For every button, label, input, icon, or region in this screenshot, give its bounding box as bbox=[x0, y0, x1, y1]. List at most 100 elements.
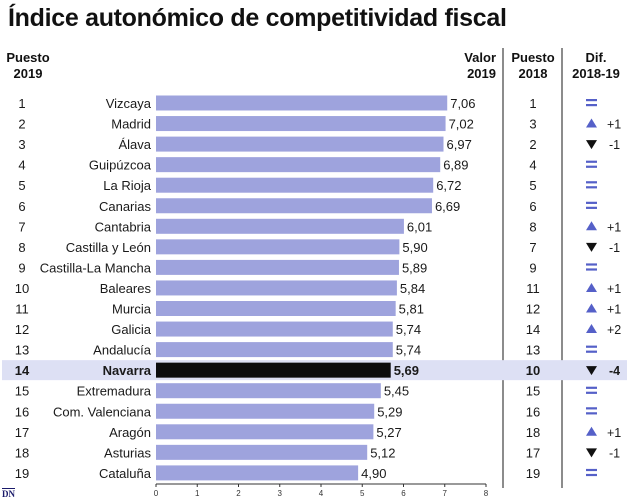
value-label: 7,02 bbox=[449, 117, 474, 132]
value-label: 5,29 bbox=[377, 404, 402, 419]
value-label: 5,90 bbox=[402, 240, 427, 255]
region-label: Canarias bbox=[99, 199, 152, 214]
region-label: Castilla-La Mancha bbox=[40, 260, 152, 275]
up-arrow-icon bbox=[586, 221, 597, 231]
value-label: 5,12 bbox=[370, 445, 395, 460]
region-label: Asturias bbox=[104, 445, 151, 460]
down-arrow-icon bbox=[586, 448, 597, 458]
header-puesto-2019: Puesto 2019 bbox=[4, 50, 52, 82]
rank-2018-label: 15 bbox=[526, 384, 540, 399]
rank-2019-label: 5 bbox=[18, 178, 25, 193]
equal-icon bbox=[586, 473, 597, 477]
equal-icon bbox=[586, 391, 597, 394]
region-label: Guipúzcoa bbox=[89, 158, 152, 173]
x-tick-label: 1 bbox=[195, 489, 200, 498]
value-label: 5,27 bbox=[376, 425, 401, 440]
up-arrow-icon bbox=[586, 324, 597, 334]
rank-2019-label: 18 bbox=[15, 445, 29, 460]
value-label: 6,97 bbox=[447, 137, 472, 152]
value-bar bbox=[156, 218, 404, 234]
region-label: Madrid bbox=[111, 117, 151, 132]
rank-2019-label: 7 bbox=[18, 219, 25, 234]
value-label: 6,01 bbox=[407, 219, 432, 234]
value-bar bbox=[156, 198, 432, 214]
rank-2019-label: 9 bbox=[18, 260, 25, 275]
rank-2018-label: 19 bbox=[526, 466, 540, 481]
value-label: 5,69 bbox=[394, 363, 419, 378]
rank-2019-label: 12 bbox=[15, 322, 29, 337]
equal-icon bbox=[586, 181, 597, 184]
up-arrow-icon bbox=[586, 303, 597, 313]
rank-2018-label: 12 bbox=[526, 302, 540, 317]
dif-label: +2 bbox=[607, 323, 621, 337]
down-arrow-icon bbox=[586, 242, 597, 252]
value-label: 6,89 bbox=[443, 158, 468, 173]
value-bar bbox=[156, 280, 397, 296]
dif-label: +1 bbox=[607, 282, 621, 296]
up-arrow-icon bbox=[586, 426, 597, 436]
up-arrow-icon bbox=[586, 118, 597, 128]
value-label: 5,81 bbox=[399, 302, 424, 317]
equal-icon bbox=[586, 160, 597, 163]
value-bar bbox=[156, 95, 448, 111]
rank-2019-label: 15 bbox=[15, 384, 29, 399]
rank-2019-label: 8 bbox=[18, 240, 25, 255]
value-bar bbox=[156, 321, 393, 337]
value-label: 6,69 bbox=[435, 199, 460, 214]
rank-2018-label: 7 bbox=[529, 240, 536, 255]
x-tick-label: 0 bbox=[154, 489, 159, 498]
rank-2019-label: 14 bbox=[15, 363, 30, 378]
rank-2018-label: 11 bbox=[526, 281, 540, 296]
value-label: 6,72 bbox=[436, 178, 461, 193]
region-label: Cantabria bbox=[95, 219, 152, 234]
dif-label: +1 bbox=[607, 118, 621, 132]
header-dif-line1: Dif. bbox=[585, 50, 607, 65]
value-bar bbox=[156, 239, 400, 255]
rank-2018-label: 2 bbox=[529, 137, 536, 152]
dif-label: +1 bbox=[607, 303, 621, 317]
equal-icon bbox=[586, 268, 597, 271]
equal-icon bbox=[586, 263, 597, 266]
header-dif: Dif. 2018-19 bbox=[566, 50, 626, 82]
equal-icon bbox=[586, 345, 597, 348]
rank-2019-label: 4 bbox=[18, 158, 25, 173]
value-label: 5,74 bbox=[396, 322, 421, 337]
region-label: Aragón bbox=[109, 425, 151, 440]
publisher-logo: DN bbox=[2, 488, 15, 499]
region-label: Galicia bbox=[111, 322, 152, 337]
x-tick-label: 8 bbox=[484, 489, 489, 498]
rank-2018-label: 13 bbox=[526, 343, 540, 358]
dif-label: -1 bbox=[609, 241, 620, 255]
header-dif-line2: 2018-19 bbox=[572, 66, 620, 81]
rank-2019-label: 11 bbox=[15, 302, 29, 317]
value-label: 7,06 bbox=[450, 96, 475, 111]
rank-2019-label: 3 bbox=[18, 137, 25, 152]
up-arrow-icon bbox=[586, 282, 597, 292]
equal-icon bbox=[586, 206, 597, 209]
equal-icon bbox=[586, 186, 597, 189]
value-bar bbox=[156, 362, 391, 378]
rank-2018-label: 1 bbox=[529, 96, 536, 111]
region-label: La Rioja bbox=[103, 178, 151, 193]
equal-icon bbox=[586, 412, 597, 415]
x-tick-label: 6 bbox=[401, 489, 406, 498]
equal-icon bbox=[586, 99, 597, 102]
dif-label: +1 bbox=[607, 220, 621, 234]
rank-2019-label: 19 bbox=[15, 466, 29, 481]
rank-2018-label: 18 bbox=[526, 425, 540, 440]
value-label: 5,74 bbox=[396, 343, 421, 358]
header-puesto-2018: Puesto 2018 bbox=[507, 50, 559, 82]
equal-icon bbox=[586, 201, 597, 204]
value-label: 5,45 bbox=[384, 384, 409, 399]
equal-icon bbox=[586, 350, 597, 353]
header-valor-2019-line1: Valor bbox=[464, 50, 496, 65]
down-arrow-icon bbox=[586, 366, 597, 376]
region-label: Baleares bbox=[100, 281, 152, 296]
header-puesto-2019-line1: Puesto bbox=[6, 50, 50, 65]
rank-2019-label: 2 bbox=[18, 117, 25, 132]
rank-2018-label: 4 bbox=[529, 158, 536, 173]
value-bar bbox=[156, 403, 375, 419]
header-valor-2019: Valor 2019 bbox=[446, 50, 496, 82]
region-label: Navarra bbox=[103, 363, 152, 378]
